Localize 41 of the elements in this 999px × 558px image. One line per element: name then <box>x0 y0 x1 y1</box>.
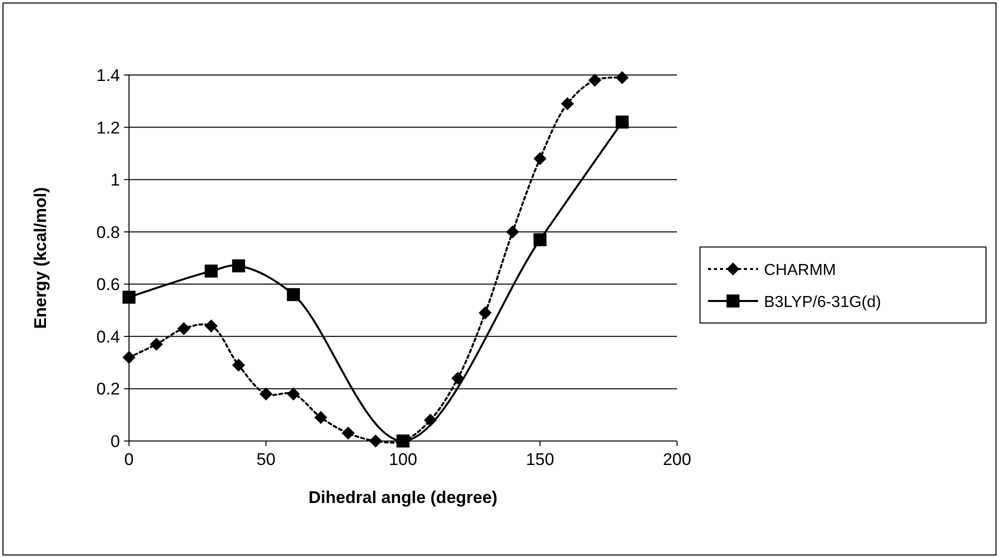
legend-label: B3LYP/6-31G(d) <box>764 294 882 311</box>
point <box>232 358 246 372</box>
point <box>560 97 574 110</box>
point <box>451 372 464 385</box>
y-tick-label: 0.4 <box>96 327 120 346</box>
y-tick-label: 0.6 <box>96 275 120 294</box>
point <box>616 116 629 129</box>
x-tick-label: 100 <box>388 450 418 469</box>
point <box>150 338 163 351</box>
point <box>122 290 136 304</box>
y-tick-label: 1.2 <box>96 118 120 138</box>
y-tick-label: 1.4 <box>96 66 120 85</box>
y-tick-label: 1 <box>110 170 120 190</box>
x-tick-label: 0 <box>124 450 134 469</box>
point <box>286 387 300 400</box>
point <box>396 434 410 448</box>
legend-label: CHARMM <box>764 262 836 279</box>
point <box>616 71 629 84</box>
point <box>232 259 246 272</box>
point <box>204 264 218 278</box>
y-axis-title: Energy (kcal/mol) <box>31 187 50 329</box>
point <box>177 322 190 336</box>
point <box>369 434 382 448</box>
point <box>534 233 546 246</box>
point <box>204 319 218 332</box>
y-tick-label: 0.8 <box>96 222 120 242</box>
x-axis-title: Dihedral angle (degree) <box>308 488 498 507</box>
point <box>534 152 546 166</box>
point <box>478 306 492 320</box>
point <box>260 387 272 400</box>
point <box>122 350 136 364</box>
point <box>286 288 300 302</box>
x-tick-label: 50 <box>256 450 276 469</box>
y-tick-label: 0.2 <box>96 380 120 399</box>
point <box>588 74 602 87</box>
point <box>506 225 520 238</box>
x-tick-label: 200 <box>662 450 692 469</box>
x-tick-label: 150 <box>526 450 554 469</box>
y-tick-label: 0 <box>110 432 120 451</box>
point <box>314 410 328 424</box>
point <box>342 426 355 440</box>
